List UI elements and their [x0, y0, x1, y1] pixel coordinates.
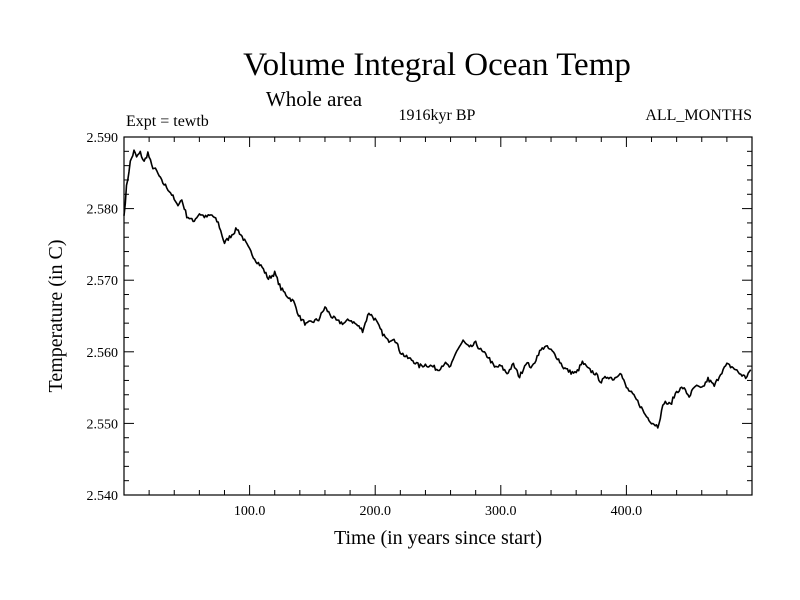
y-axis: 2.540 2.550 2.560 2.570 2.580 2.590: [87, 131, 752, 504]
chart-subtitle: Whole area: [266, 87, 363, 111]
y-axis-label: Temperature (in C): [45, 240, 67, 393]
y-tick-label: 2.590: [87, 131, 119, 146]
x-axis-label: Time (in years since start): [334, 527, 542, 549]
y-tick-label: 2.550: [87, 417, 119, 432]
plot-frame: [123, 136, 753, 496]
y-tick-label: 2.570: [87, 274, 119, 289]
y-tick-label: 2.560: [87, 346, 119, 361]
y-tick-label: 2.580: [87, 203, 119, 218]
x-tick-label: 100.0: [234, 504, 266, 519]
temperature-series-line: [123, 149, 752, 429]
x-tick-label: 200.0: [359, 504, 391, 519]
x-axis: 100.0 200.0 300.0 400.0: [148, 137, 728, 519]
period-label: 1916kyr BP: [399, 107, 476, 124]
x-tick-label: 300.0: [485, 504, 517, 519]
x-tick-label: 400.0: [611, 504, 643, 519]
y-tick-label: 2.540: [87, 489, 119, 504]
chart-title: Volume Integral Ocean Temp: [243, 47, 631, 83]
experiment-label: Expt = tewtb: [126, 113, 209, 130]
months-label: ALL_MONTHS: [645, 107, 752, 124]
